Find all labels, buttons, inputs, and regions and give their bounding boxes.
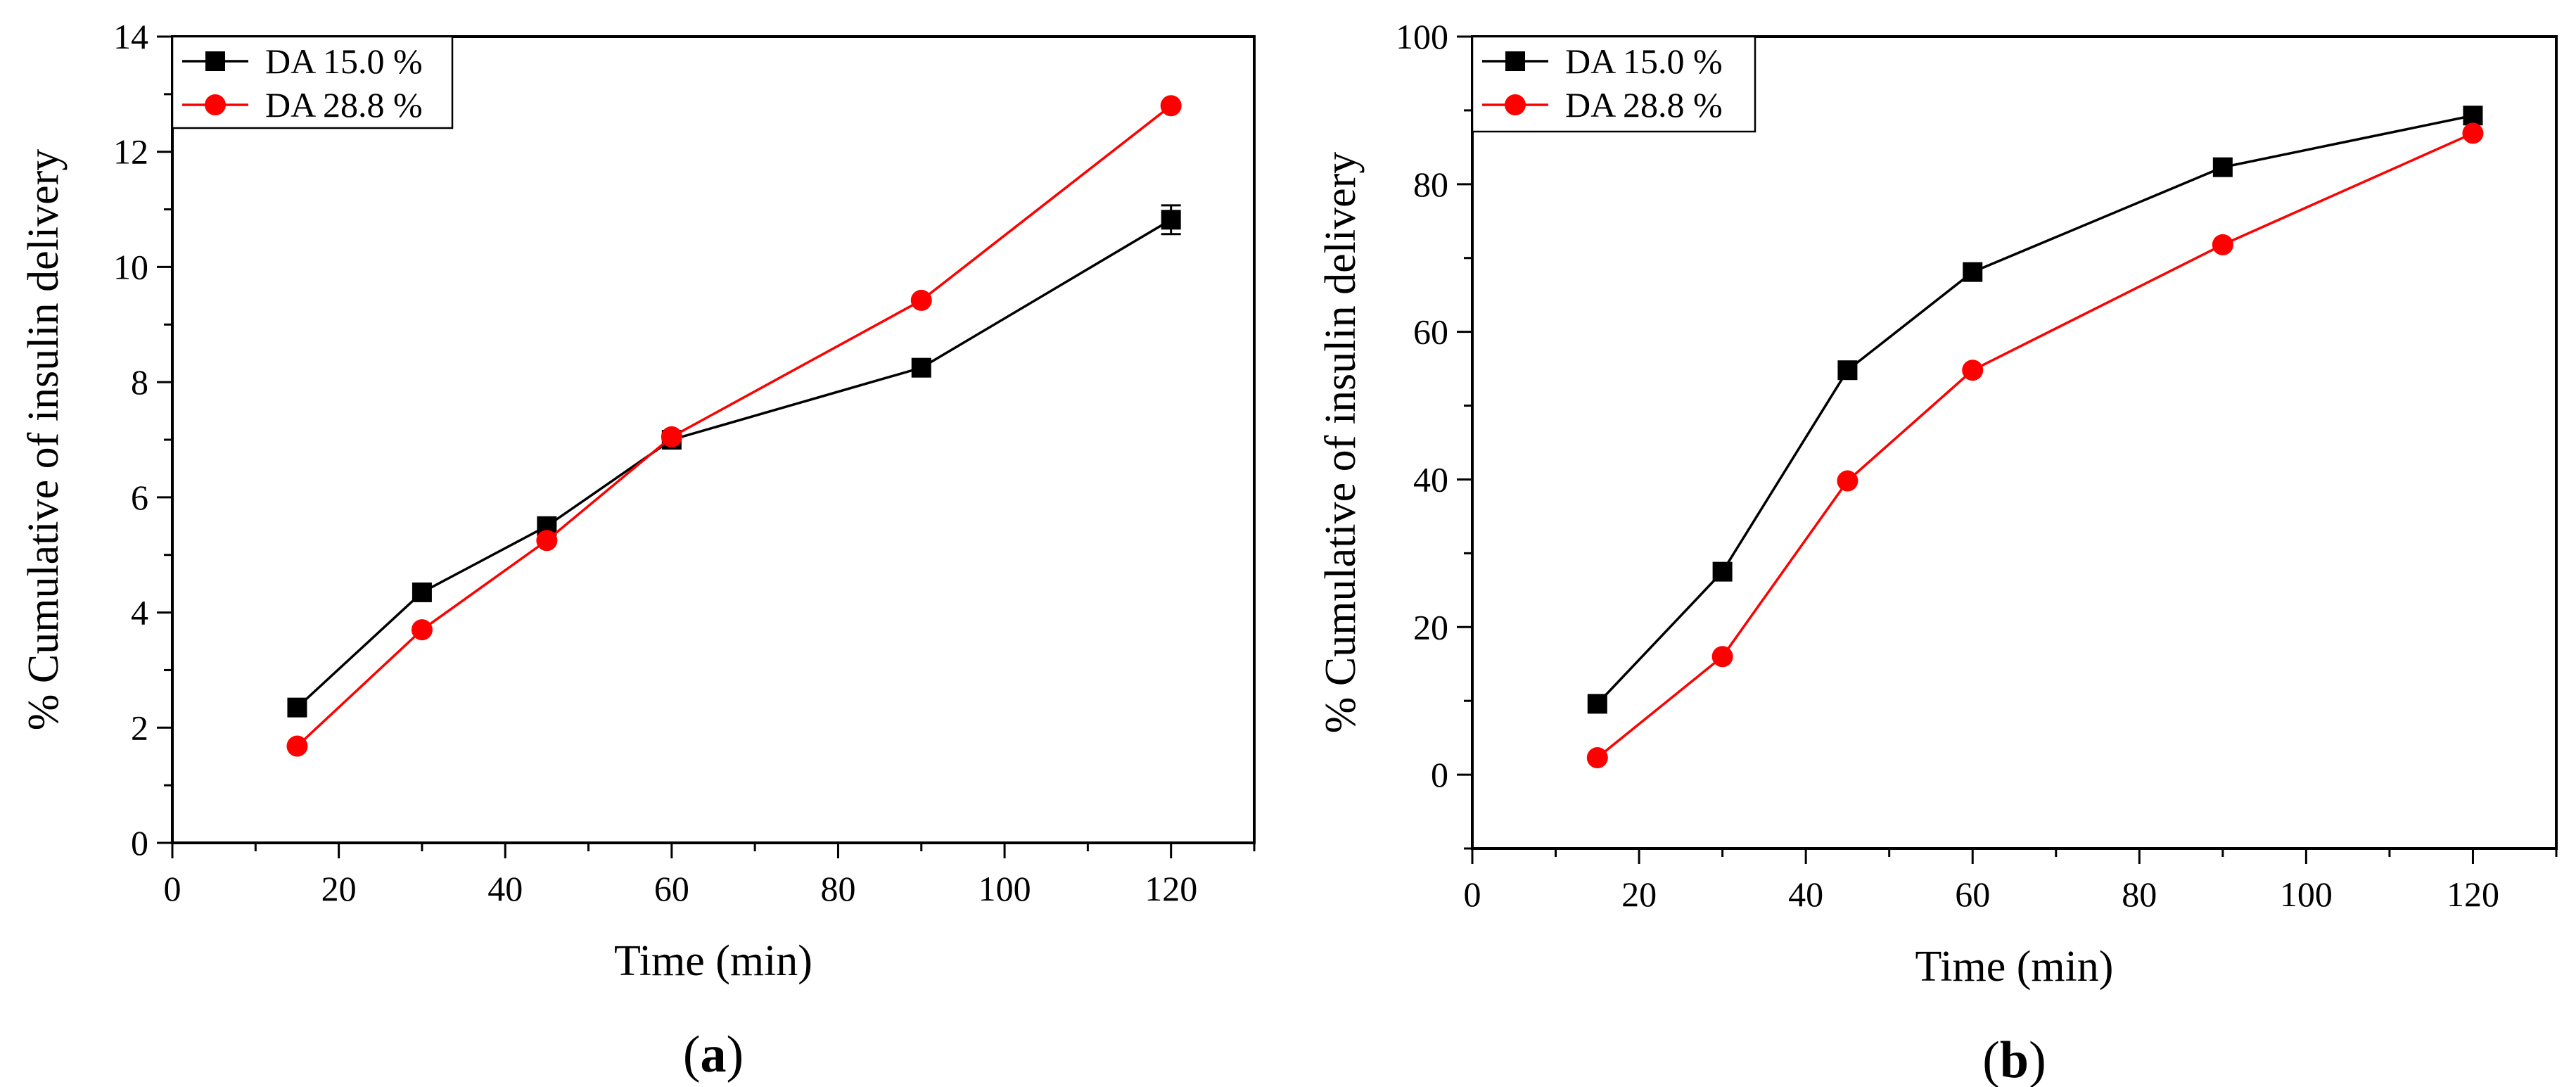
data-point-marker [1161, 210, 1181, 230]
x-tick-label: 80 [820, 869, 855, 908]
x-tick-label: 40 [487, 869, 523, 908]
series-line [1596, 132, 2474, 759]
data-point-marker [287, 697, 307, 718]
data-point-marker [412, 582, 432, 602]
y-tick-label: 40 [1413, 459, 1448, 499]
y-tick-label: 60 [1413, 312, 1448, 352]
x-tick-label: 100 [2280, 875, 2333, 914]
legend-marker [1505, 51, 1525, 71]
legend-label: DA 15.0 % [1565, 42, 1723, 81]
y-tick-label: 8 [131, 362, 148, 402]
legend-label: DA 15.0 % [265, 42, 423, 81]
x-tick-label: 60 [654, 869, 689, 908]
y-tick-label: 0 [1431, 755, 1448, 794]
x-tick-label: 0 [1464, 875, 1481, 914]
chart-panel-b: 0 20 40 60 80 100 120 0 20 40 60 80 100 Time (min) % C… [1317, 17, 2558, 1087]
data-point-marker [1962, 360, 1984, 381]
data-point-marker [1711, 646, 1733, 668]
legend-label: DA 28.8 % [1565, 85, 1723, 125]
data-point-marker [1712, 561, 1733, 582]
data-point-marker [1963, 262, 1983, 282]
data-point-marker [1837, 360, 1858, 381]
chart-panel-a: 0 20 40 60 80 100 120 0 2 4 6 8 10 12 14 Time (min) % Cu… [20, 17, 1256, 1083]
y-tick-label: 10 [113, 247, 148, 286]
x-tick-label: 60 [1955, 875, 1990, 914]
legend-marker [1505, 94, 1526, 115]
data-point-marker [661, 426, 682, 447]
y-tick-label: 6 [131, 478, 148, 517]
y-tick-label: 80 [1413, 165, 1448, 204]
data-point-marker [1586, 746, 1608, 768]
y-tick-label: 4 [131, 593, 148, 633]
plot-frame [171, 35, 1256, 844]
data-point-marker [2212, 157, 2233, 177]
panel-label-open: ( [1982, 1031, 2000, 1087]
x-tick-label: 120 [1144, 869, 1197, 908]
legend-marker [205, 94, 226, 115]
x-tick-label: 20 [1621, 875, 1657, 914]
legend: DA 15.0 % DA 28.8 % [171, 35, 454, 129]
panel-label: (b) [1982, 1031, 2046, 1087]
data-point-marker [1837, 470, 1858, 492]
y-axis-title: % Cumulative of insulin delivery [1317, 152, 1365, 734]
data-point-marker [411, 619, 433, 641]
panel-label-letter: b [2000, 1031, 2029, 1087]
x-tick-label: 40 [1788, 875, 1823, 914]
x-tick-label: 20 [321, 869, 357, 908]
x-axis-title: Time (min) [614, 937, 812, 985]
panel-label-close: ) [727, 1026, 744, 1083]
x-tick-label: 0 [164, 869, 181, 908]
x-tick-label: 120 [2447, 875, 2499, 914]
legend-marker [205, 51, 225, 71]
data-point-marker [910, 289, 932, 311]
plot-frame [1471, 35, 2558, 850]
y-axis-title: % Cumulative of insulin delivery [20, 149, 68, 731]
data-point-marker [1160, 95, 1182, 117]
data-point-marker [536, 530, 558, 552]
panel-label-close: ) [2029, 1031, 2046, 1087]
y-tick-label: 100 [1396, 17, 1448, 56]
panel-label-open: ( [683, 1026, 701, 1083]
y-tick-label: 20 [1413, 607, 1448, 647]
panel-label: (a) [683, 1026, 744, 1083]
data-point-marker [2462, 122, 2484, 144]
x-tick-label: 80 [2122, 875, 2157, 914]
data-point-marker [1587, 694, 1607, 714]
legend: DA 15.0 % DA 28.8 % [1471, 35, 1756, 133]
series-line [1596, 114, 2473, 705]
data-point-marker [2212, 234, 2233, 255]
y-tick-label: 12 [113, 132, 148, 172]
y-tick-label: 14 [113, 17, 148, 56]
legend-label: DA 28.8 % [265, 85, 423, 125]
series-line [296, 104, 1172, 747]
y-tick-label: 0 [131, 823, 148, 863]
data-point-marker [286, 735, 308, 757]
x-axis-title: Time (min) [1915, 943, 2114, 991]
data-point-marker [2463, 106, 2483, 126]
y-tick-label: 2 [131, 708, 148, 747]
x-tick-label: 100 [978, 869, 1031, 908]
data-point-marker [911, 357, 931, 378]
series-line [296, 218, 1172, 708]
panel-label-letter: a [701, 1026, 727, 1083]
